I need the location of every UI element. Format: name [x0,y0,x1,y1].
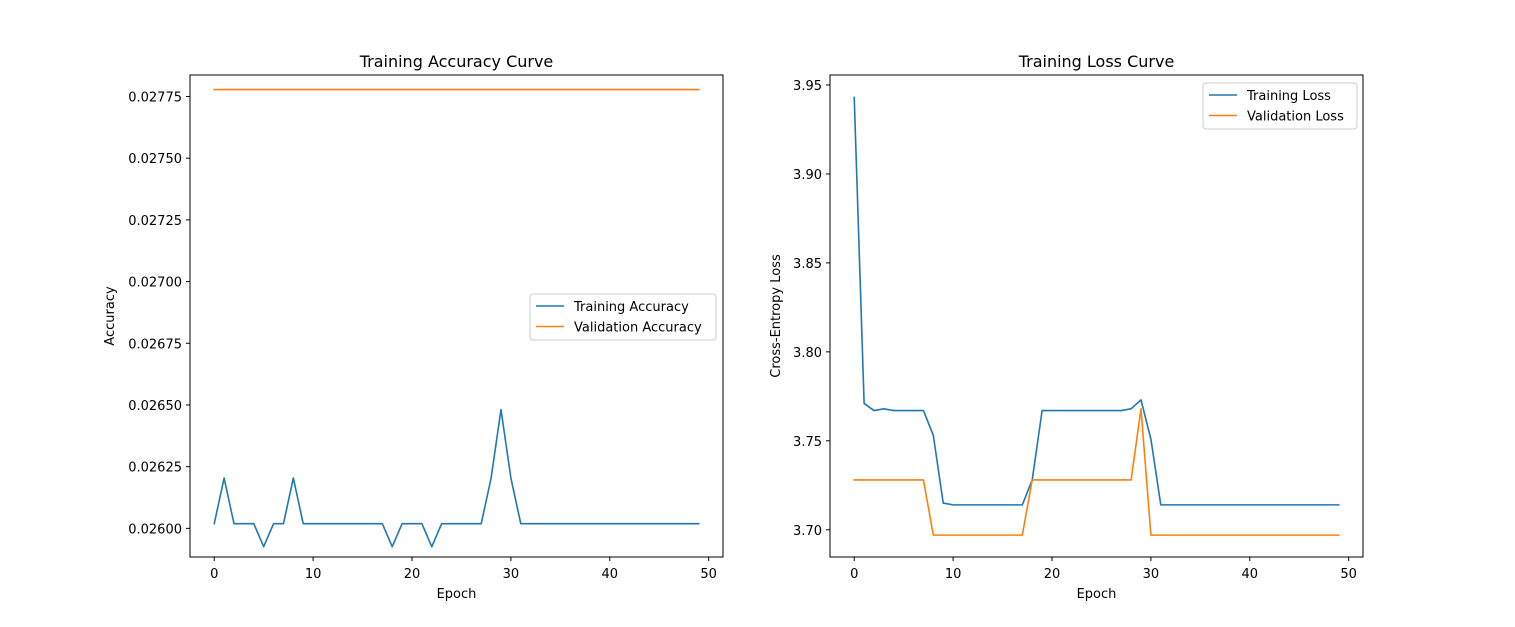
x-tick-label: 0 [850,567,858,582]
x-axis-label: Epoch [1077,587,1117,602]
legend-box [529,293,717,341]
chart-title: Training Accuracy Curve [359,52,554,71]
y-tick-label: 0.02675 [128,337,182,352]
y-axis-label: Accuracy [103,286,118,346]
y-tick-label: 0.02600 [128,522,182,537]
series-line-2 [853,407,1340,536]
x-tick-label: 0 [210,567,218,582]
x-tick-label: 40 [1242,567,1259,582]
axes-frame [189,74,724,558]
legend-label-1: Training Accuracy [573,300,689,315]
x-axis-label: Epoch [437,587,477,602]
y-tick-label: 0.02625 [128,461,182,476]
chart-title: Training Loss Curve [1018,52,1175,71]
x-tick-label: 20 [404,567,421,582]
legend-label-2: Validation Accuracy [574,321,702,336]
y-tick-label: 0.02775 [128,90,182,105]
x-tick-label: 10 [945,567,962,582]
x-tick-label: 50 [700,567,717,582]
chart-panel-2: 0 10 20 30 40 50 3.70 3.75 3.80 3.85 3.90 3.95 Train… [769,52,1364,602]
x-tick-label: 40 [602,567,619,582]
panels: 0 10 20 30 40 50 0.02600 0.02625 0.02650 0.02675 0… [103,52,1364,602]
legend: Training Accuracy Validation Accuracy [529,293,717,341]
series-line-1 [853,96,1340,506]
y-tick-label: 0.02725 [128,214,182,229]
legend-label-1: Training Loss [1246,89,1331,104]
y-tick-label: 3.80 [793,346,822,361]
x-tick-label: 20 [1044,567,1061,582]
series-line-1 [213,408,700,548]
chart-panel-1: 0 10 20 30 40 50 0.02600 0.02625 0.02650 0.02675 0… [103,52,724,602]
legend-box [1202,82,1358,130]
x-tick-label: 30 [503,567,520,582]
y-tick-label: 3.90 [793,168,822,183]
y-tick-label: 3.95 [793,79,822,94]
y-tick-label: 0.02650 [128,399,182,414]
x-tick-label: 10 [305,567,322,582]
y-tick-label: 0.02700 [128,276,182,291]
x-tick-label: 50 [1340,567,1357,582]
legend: Training Loss Validation Loss [1202,82,1358,130]
legend-label-2: Validation Loss [1247,110,1344,125]
y-tick-label: 3.70 [793,524,822,539]
y-axis-label: Cross-Entropy Loss [769,254,784,378]
y-tick-label: 3.75 [793,435,822,450]
axes-frame [829,74,1364,558]
y-tick-label: 0.02750 [128,152,182,167]
x-tick-label: 30 [1143,567,1160,582]
y-tick-label: 3.85 [793,257,822,272]
